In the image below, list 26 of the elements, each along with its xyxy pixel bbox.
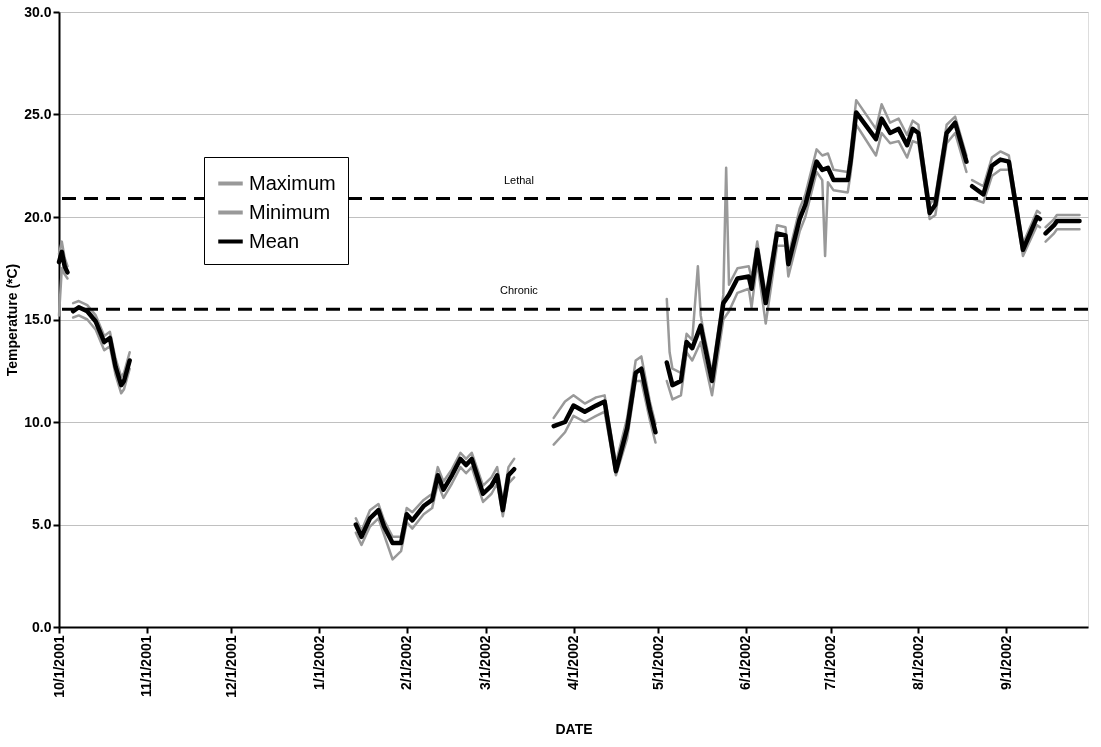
- ref-line-label: Lethal: [503, 173, 534, 186]
- legend-label: Mean: [249, 229, 300, 252]
- x-axis-title: DATE: [555, 720, 593, 737]
- x-tick-label: 11/1/2001: [138, 635, 155, 698]
- y-tick-label: 20.0: [24, 208, 52, 225]
- x-tick-label: 7/1/2002: [822, 635, 839, 690]
- legend-label: Minimum: [249, 200, 331, 223]
- y-tick-label: 30.0: [24, 3, 52, 20]
- x-tick-label: 8/1/2002: [909, 635, 926, 690]
- x-tick-label: 9/1/2002: [997, 635, 1014, 690]
- x-tick-label: 12/1/2001: [222, 635, 239, 698]
- x-tick-label: 6/1/2002: [737, 635, 754, 690]
- y-tick-label: 25.0: [24, 106, 52, 122]
- x-tick-label: 3/1/2002: [477, 635, 494, 690]
- x-tick-label: 10/1/2001: [50, 635, 67, 698]
- y-axis-title: Temperature (*C): [4, 263, 21, 377]
- y-tick-label: 0.0: [32, 618, 52, 635]
- x-tick-label: 2/1/2002: [398, 635, 415, 690]
- y-tick-label: 5.0: [32, 516, 52, 532]
- y-tick-label: 10.0: [24, 413, 52, 430]
- x-tick-label: 5/1/2002: [649, 635, 666, 690]
- y-tick-label: 15.0: [24, 311, 52, 327]
- x-tick-label: 4/1/2002: [565, 635, 581, 690]
- x-tick-label: 1/1/2002: [310, 635, 327, 690]
- legend-label: Maximum: [249, 171, 336, 194]
- ref-line-label: Chronic: [499, 284, 539, 297]
